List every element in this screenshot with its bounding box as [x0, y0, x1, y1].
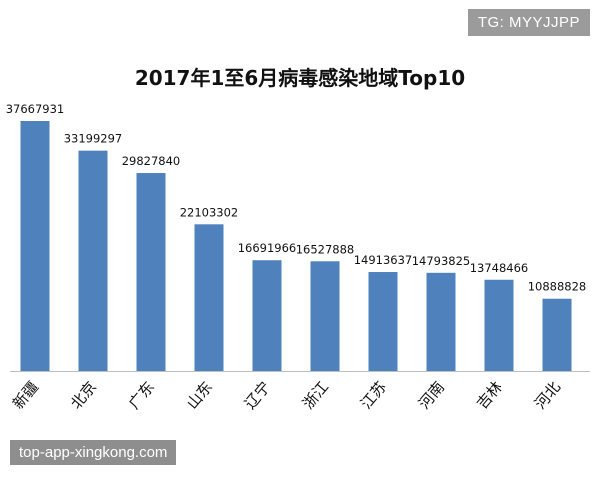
- bar-9: [484, 279, 514, 371]
- category-label-5: 辽宁: [241, 378, 274, 413]
- category-label-9: 吉林: [473, 378, 506, 413]
- bar-5: [252, 260, 282, 371]
- category-label-8: 河南: [415, 378, 448, 413]
- bar-7: [368, 272, 398, 371]
- watermark-bottom: top-app-xingkong.com: [10, 440, 177, 465]
- bar-8: [426, 272, 456, 371]
- data-label-6: 16527888: [296, 242, 355, 256]
- category-label-7: 江苏: [357, 378, 390, 413]
- bar-4: [194, 224, 224, 371]
- bar-2: [78, 150, 108, 371]
- bar-1: [20, 121, 50, 371]
- data-label-8: 14793825: [412, 254, 471, 268]
- data-label-4: 22103302: [180, 205, 239, 219]
- bar-3: [136, 173, 166, 371]
- data-label-1: 37667931: [6, 102, 65, 116]
- chart-title: 2017年1至6月病毒感染地域Top10: [134, 66, 466, 90]
- watermark-top: TG: MYYJJPP: [467, 9, 590, 36]
- category-label-4: 山东: [183, 378, 216, 413]
- data-label-10: 10888828: [528, 280, 587, 294]
- data-label-9: 13748466: [470, 261, 529, 275]
- category-label-1: 新疆: [9, 378, 42, 413]
- category-label-10: 河北: [531, 378, 564, 413]
- category-label-3: 广东: [125, 378, 158, 413]
- category-label-6: 浙江: [299, 378, 332, 413]
- data-label-5: 16691966: [238, 241, 297, 255]
- category-label-2: 北京: [67, 378, 100, 413]
- bar-6: [310, 261, 340, 371]
- data-label-2: 33199297: [64, 132, 123, 146]
- data-label-7: 14913637: [354, 253, 413, 267]
- bar-10: [542, 298, 572, 371]
- data-label-3: 29827840: [122, 154, 181, 168]
